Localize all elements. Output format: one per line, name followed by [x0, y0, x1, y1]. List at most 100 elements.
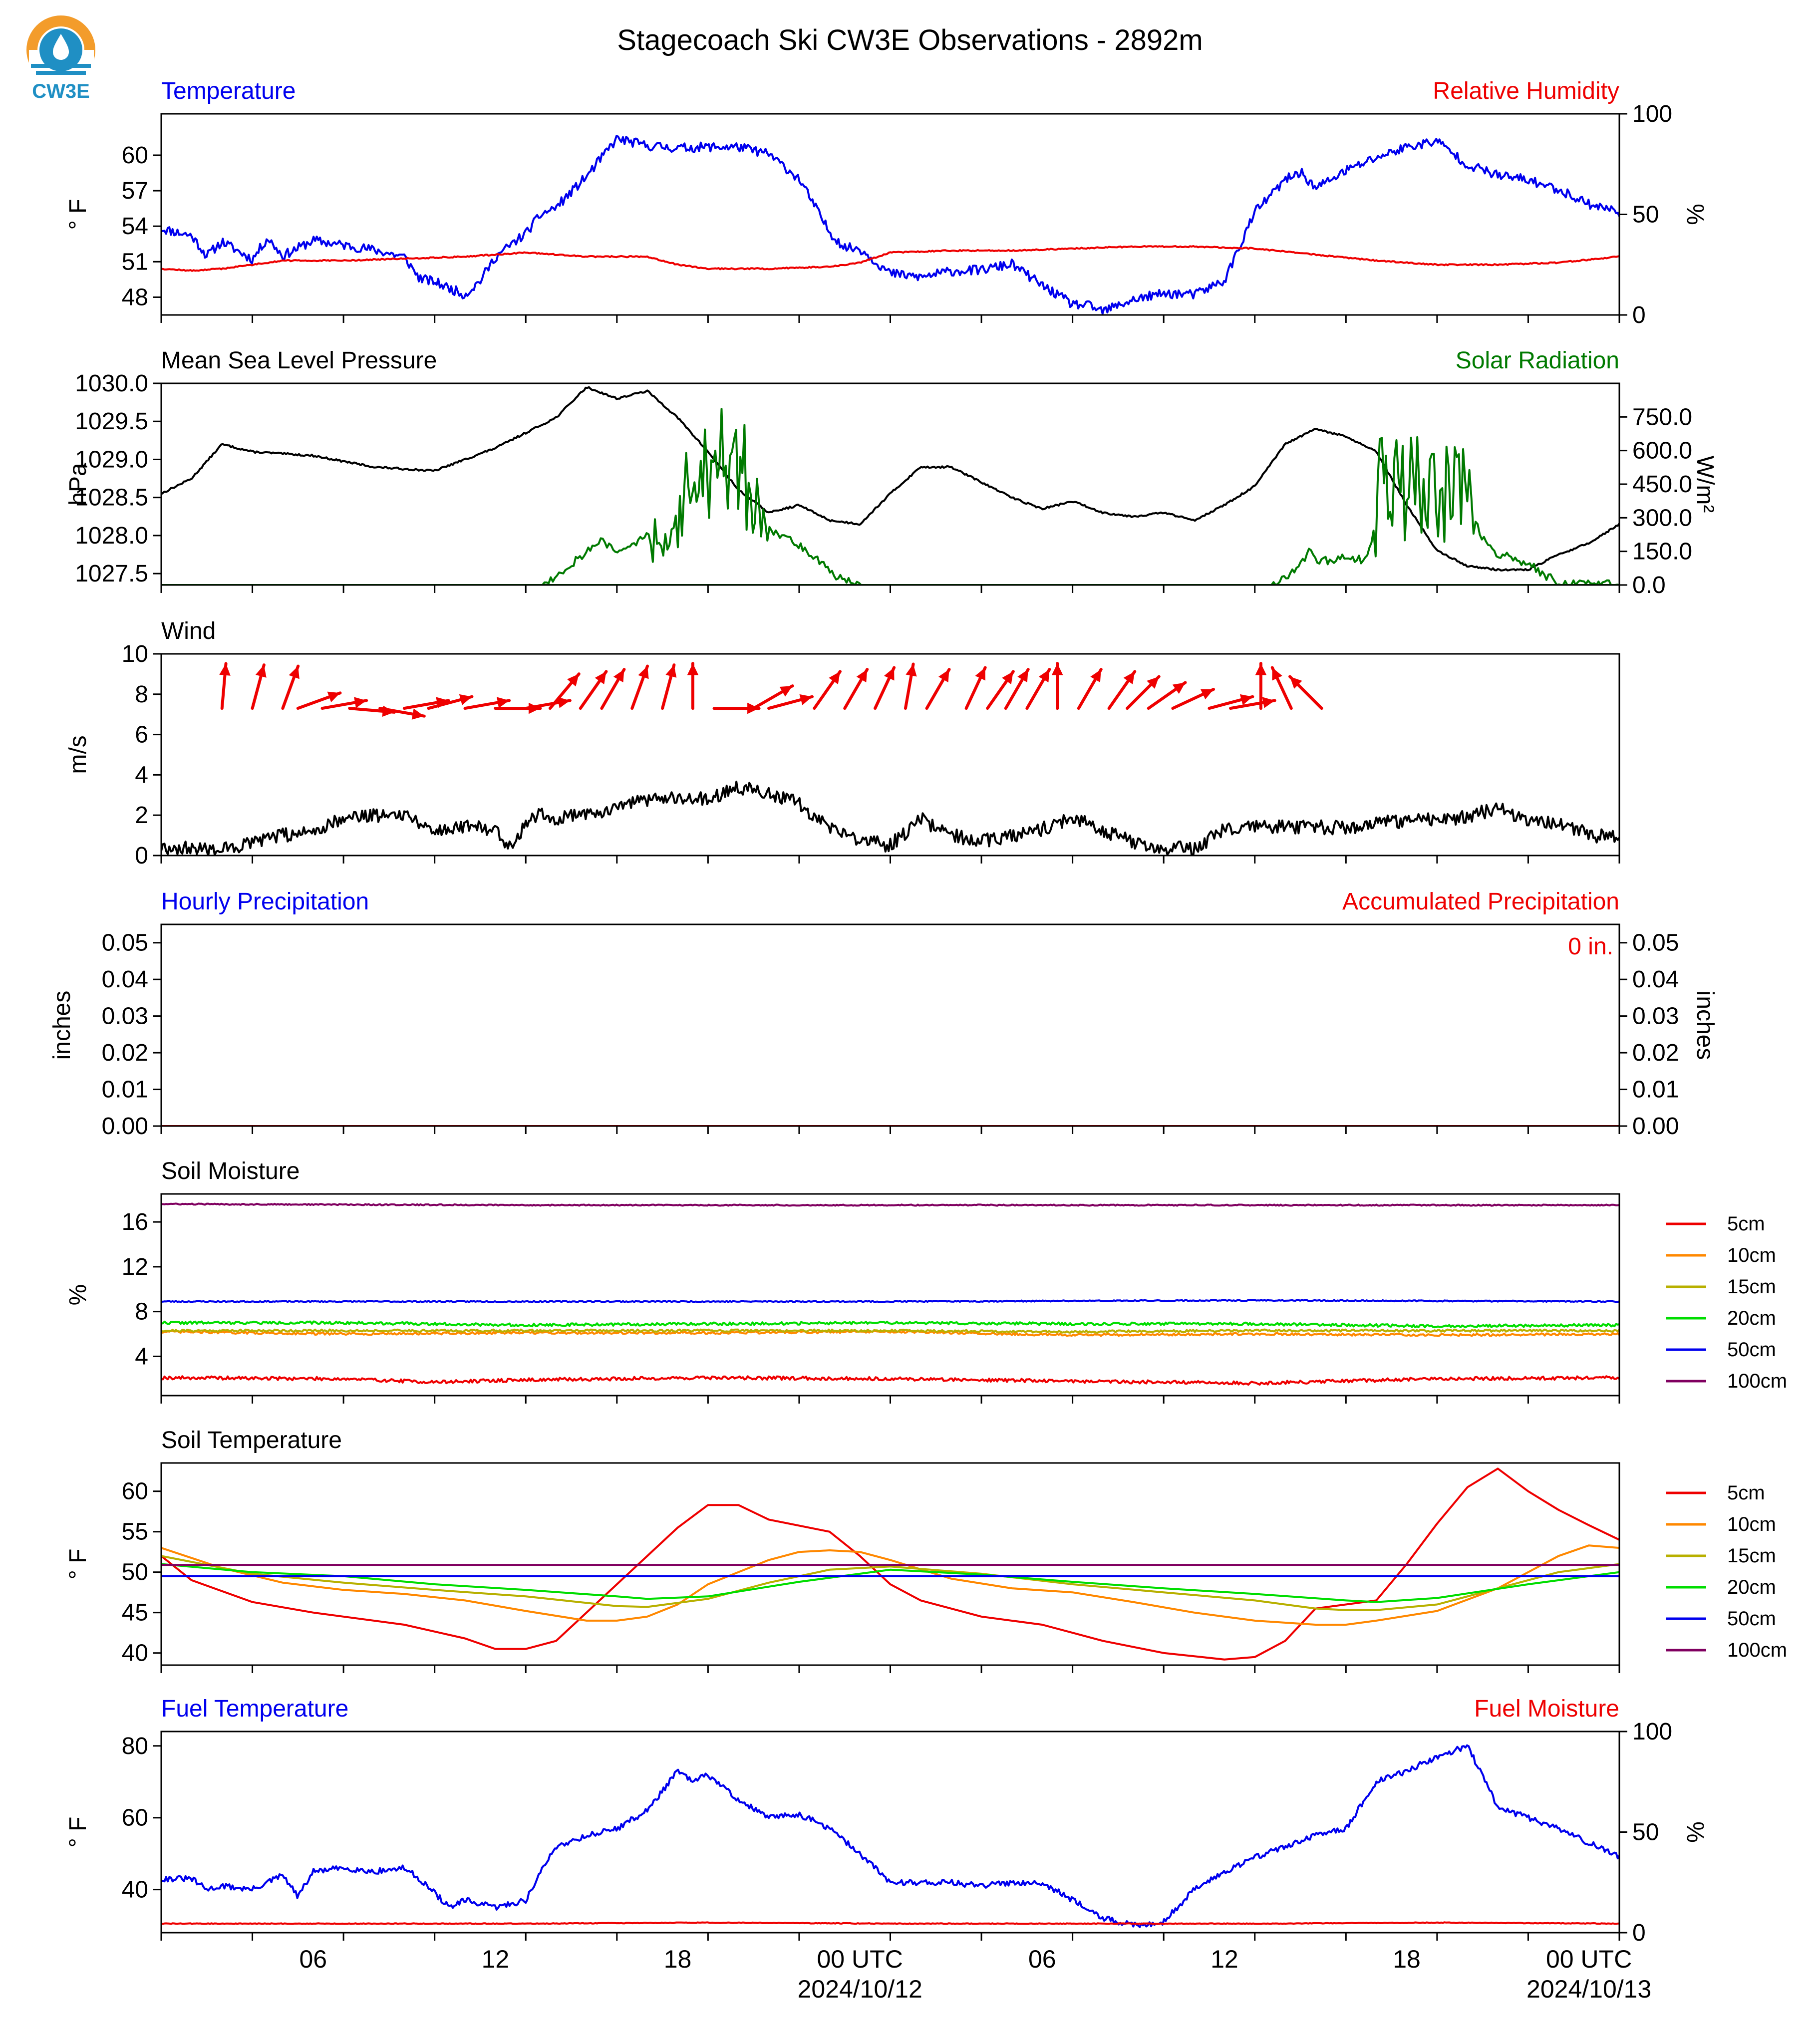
y-tick-label: 0.01: [102, 1077, 148, 1103]
wind-arrow-head: [779, 686, 793, 697]
legend-label: 20cm: [1727, 1576, 1776, 1598]
wind-arrow-head: [567, 674, 579, 687]
series-line-20cm: [161, 1320, 1619, 1329]
panel-wind: Wind 0 2 4 6 8 10 m/s: [65, 618, 1620, 869]
legend-label: 5cm: [1727, 1482, 1765, 1504]
precip-total-label: 0 in.: [1568, 933, 1613, 960]
series-group: [161, 1467, 1619, 1661]
y-tick-label: 1027.5: [75, 561, 148, 587]
y-axis-label: ° F: [65, 199, 91, 230]
y-tick-right-label: 300.0: [1632, 505, 1692, 531]
y-tick-label: 0: [135, 843, 148, 869]
y-tick-right-label: 0: [1632, 1920, 1646, 1946]
series-line-fuel-moisture: [161, 1921, 1619, 1925]
y-tick-label: 60: [122, 1805, 148, 1831]
y-tick-label: 1030.0: [75, 370, 148, 397]
y-tick-label: 0.00: [102, 1113, 148, 1140]
panel-frame: [160, 1731, 1620, 1934]
wind-arrow-head: [1272, 667, 1282, 681]
y-axis-right-label: %: [1682, 1821, 1708, 1843]
y-tick-label: 55: [122, 1519, 148, 1545]
x-tick-label: 00 UTC: [817, 1945, 903, 1973]
wind-arrow-head: [219, 663, 231, 676]
wind-arrow-head: [327, 691, 340, 702]
x-tick-label: 18: [1393, 1945, 1421, 1973]
y-tick-label: 40: [122, 1877, 148, 1903]
panel-precip: Hourly Precipitation Accumulated Precipit…: [49, 888, 1718, 1140]
wind-arrow-head: [255, 665, 267, 678]
y-tick-right-label: 600.0: [1632, 438, 1692, 464]
wind-arrow-head: [497, 697, 510, 708]
x-date-label: 2024/10/12: [798, 1975, 922, 2003]
wind-arrow-head: [1239, 694, 1253, 705]
y-tick-right-label: 0.00: [1632, 1113, 1679, 1140]
wind-arrow-head: [829, 671, 840, 685]
panel-frame: [160, 653, 1620, 857]
y-tick-right-label: 0.04: [1632, 966, 1679, 993]
series-line-10cm: [161, 1330, 1619, 1337]
legend: 5cm 10cm 15cm 20cm 50cm 100cm: [1666, 1482, 1787, 1661]
series-group: [161, 781, 1619, 856]
series-line-15cm: [161, 1328, 1619, 1334]
wind-arrow-head: [856, 669, 868, 683]
wind-arrow-head: [1090, 669, 1101, 683]
series-line-solar-radiation: [161, 408, 1619, 585]
y-tick-right-label: 0.01: [1632, 1077, 1679, 1103]
wind-arrow-head: [411, 708, 424, 720]
y-tick-label: 60: [122, 1478, 148, 1505]
x-tick-label: 12: [482, 1945, 510, 1973]
y-tick-label: 16: [122, 1209, 148, 1235]
panel-title-left: Mean Sea Level Pressure: [161, 347, 437, 374]
y-tick-label: 45: [122, 1600, 148, 1626]
logo-text: CW3E: [32, 80, 90, 102]
y-tick-right-label: 750.0: [1632, 404, 1692, 430]
y-tick-label: 60: [122, 142, 148, 169]
x-tick-label: 18: [664, 1945, 692, 1973]
y-tick-label: 50: [122, 1559, 148, 1586]
wind-arrow-head: [1172, 682, 1186, 694]
panel-title-left: Wind: [161, 618, 216, 644]
y-tick-label: 54: [122, 213, 148, 240]
panel-title-right: Relative Humidity: [1433, 78, 1619, 104]
panel-frame: [160, 382, 1620, 586]
x-tick-label: 12: [1211, 1945, 1238, 1973]
wind-arrow-head: [799, 694, 813, 705]
wind-arrow-head: [1051, 663, 1063, 675]
y-axis-right-label: W/m²: [1692, 456, 1718, 513]
y-axis-label: inches: [49, 991, 75, 1060]
y-tick-label: 10: [122, 641, 148, 667]
panel-title-left: Soil Moisture: [161, 1158, 300, 1184]
x-date-label: 2024/10/13: [1526, 1975, 1651, 2003]
legend-label: 100cm: [1727, 1639, 1787, 1661]
y-tick-label: 1028.5: [75, 485, 148, 511]
panel-title-left: Temperature: [161, 78, 296, 104]
y-tick-right-label: 450.0: [1632, 471, 1692, 498]
y-tick-label: 0.04: [102, 966, 148, 993]
logo-drop-icon: [53, 34, 69, 60]
series-line-mean-sea-level-pressure: [161, 386, 1619, 572]
series-line-20cm: [161, 1563, 1619, 1603]
wind-arrow-head: [1123, 671, 1135, 685]
y-tick-label: 0.02: [102, 1040, 148, 1066]
y-tick-label: 80: [122, 1733, 148, 1759]
panel-title-left: Hourly Precipitation: [161, 888, 369, 915]
wind-arrow-head: [1255, 663, 1267, 675]
y-axis-right-label: %: [1682, 204, 1708, 225]
wind-arrow-head: [613, 669, 624, 683]
series-group: [161, 135, 1619, 315]
panel-soil_temperature: Soil Temperature 40 45 50 55 60 ° F 5cm 10cm 15cm…: [65, 1427, 1787, 1673]
panel-frame: [160, 1193, 1620, 1397]
panel-frame: [160, 1462, 1620, 1666]
wind-arrow-head: [1289, 676, 1302, 689]
series-group: [161, 1202, 1619, 1386]
wind-arrow-head: [638, 666, 649, 679]
wind-arrow-head: [1038, 669, 1050, 683]
x-tick-label: 06: [299, 1945, 327, 1973]
x-tick-label: 00 UTC: [1546, 1945, 1632, 1973]
series-line-15cm: [161, 1555, 1619, 1611]
wind-arrows: [219, 662, 1323, 720]
panel-title-left: Fuel Temperature: [161, 1696, 348, 1722]
legend: 5cm 10cm 15cm 20cm 50cm 100cm: [1666, 1213, 1787, 1392]
wind-arrow-head: [595, 671, 607, 685]
series-line-10cm: [161, 1544, 1619, 1626]
